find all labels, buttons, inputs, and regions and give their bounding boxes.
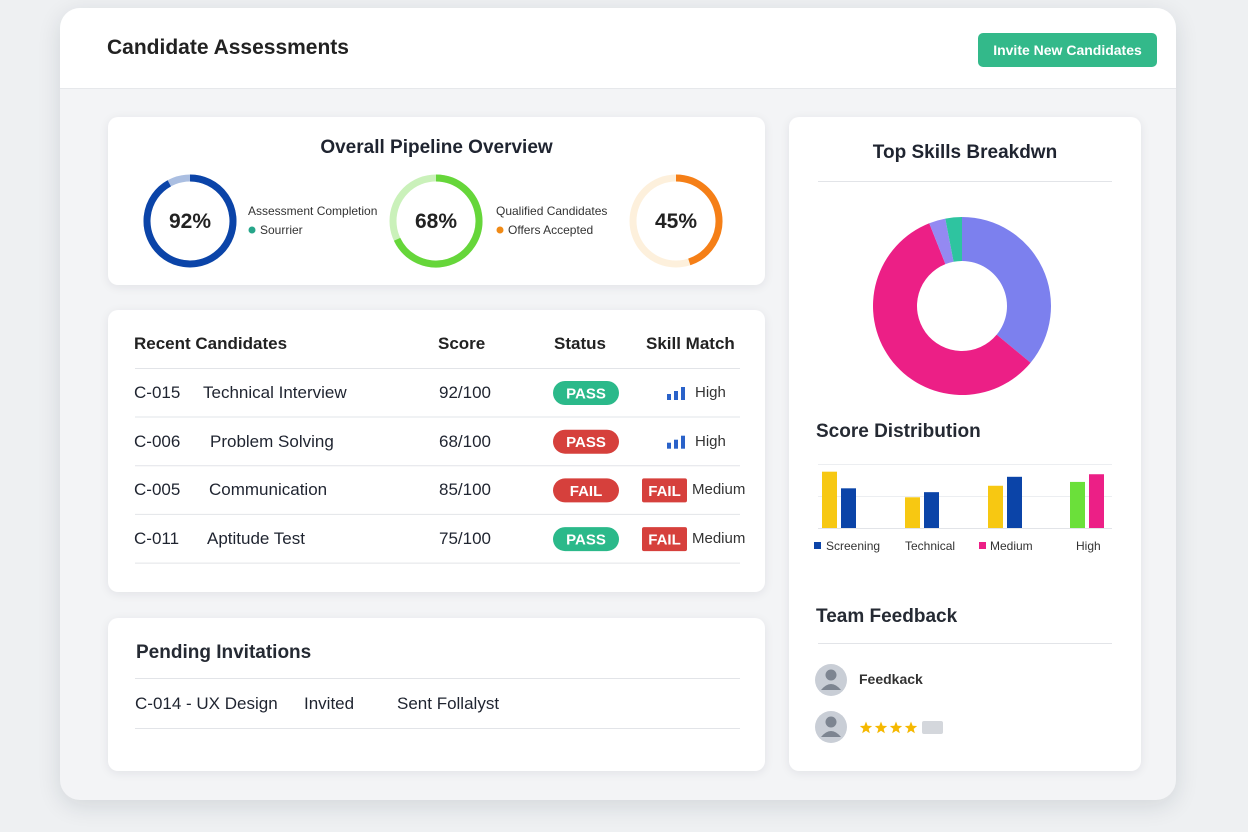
skills-title: Top Skills Breakdwn [872, 142, 1058, 163]
table-header: Score [438, 334, 486, 353]
skill-icon [674, 439, 678, 449]
legend-marker [814, 542, 821, 549]
candidate-name: Aptitude Test [207, 529, 305, 549]
skill-badge [642, 478, 687, 503]
bar [1089, 474, 1104, 528]
candidate-id: C-011 [134, 529, 180, 549]
status-badge [553, 478, 619, 503]
page-title: Candidate Assessments [107, 36, 349, 59]
donut-segment [962, 217, 1051, 363]
skill-icon [674, 391, 678, 400]
pending-cell: Invited [304, 694, 355, 713]
rating-star [889, 721, 903, 734]
invite-button[interactable]: Invite New Candidates [978, 33, 1157, 67]
avatar [815, 711, 847, 743]
bar [822, 471, 837, 528]
legend-label: Medium [990, 539, 1033, 553]
pending-title: Pending Invitations [136, 642, 312, 663]
skill-icon [681, 387, 685, 400]
ring-progress [393, 174, 483, 268]
divider [818, 643, 1112, 644]
status-label: PASS [566, 434, 606, 451]
donut-segment [872, 223, 1031, 395]
legend-label: Technical [905, 539, 956, 553]
skill-badge-label: FAIL [648, 483, 681, 500]
skill-level: High [695, 432, 726, 450]
feedback-title: Team Feedback [816, 606, 958, 627]
legend-title: Qualified Candidates [496, 204, 608, 218]
table-header: Skill Match [646, 334, 735, 353]
candidate-name: Communication [209, 480, 328, 500]
bar [988, 485, 1003, 528]
legend-label: High [1076, 539, 1101, 553]
candidate-score: 85/100 [439, 480, 491, 500]
feedback-name: Feedkack [859, 671, 923, 687]
badge [922, 721, 943, 734]
distribution-title: Score Distribution [816, 421, 981, 442]
status-badge [553, 527, 619, 552]
pending-cell: C-014 - UX Design [135, 694, 278, 713]
skill-icon [667, 394, 671, 400]
legend-title: Assessment Completion [248, 204, 378, 218]
skill-level: High [695, 384, 726, 401]
bar [905, 497, 920, 528]
candidate-id: C-015 [134, 383, 181, 402]
rating-star [874, 721, 888, 734]
divider [135, 728, 740, 729]
legend-label: Screening [826, 539, 881, 553]
ring-label: 45% [655, 210, 697, 233]
bar [924, 492, 939, 528]
donut-segment [945, 217, 962, 262]
legend-item: Offers Accepted [508, 223, 594, 237]
candidate-id: C-005 [134, 480, 181, 500]
skill-level: Medium [692, 530, 746, 548]
status-badge [553, 429, 619, 454]
candidate-score: 75/100 [439, 529, 491, 549]
skill-icon [681, 435, 685, 449]
skill-badge-label: FAIL [648, 532, 681, 549]
bar [841, 488, 856, 528]
status-badge [553, 381, 619, 405]
grid-line [818, 496, 1112, 497]
status-label: PASS [566, 386, 606, 403]
candidate-id: C-006 [134, 431, 181, 451]
skill-badge [642, 527, 687, 552]
legend-dot [496, 226, 504, 234]
donut-segment [929, 218, 954, 265]
pending-cell: Sent Follalyst [397, 694, 500, 713]
candidate-name: Technical Interview [203, 383, 347, 402]
avatar [815, 664, 847, 696]
ring-progress [675, 174, 723, 266]
grid-line [818, 464, 1112, 465]
candidate-score: 68/100 [439, 431, 491, 451]
divider [135, 368, 740, 369]
divider [135, 678, 740, 679]
rating-star [904, 721, 918, 734]
ring-label: 92% [169, 210, 211, 233]
legend-dot [248, 226, 256, 234]
status-label: FAIL [570, 483, 603, 500]
pipeline-title: Overall Pipeline Overview [320, 137, 553, 158]
legend-item: Sourrier [260, 223, 303, 237]
ring-progress [143, 174, 237, 268]
candidate-name: Problem Solving [210, 431, 334, 451]
candidate-score: 92/100 [439, 383, 491, 402]
skill-icon [667, 442, 671, 449]
rating-star [859, 721, 873, 734]
table-header: Recent Candidates [134, 334, 288, 353]
status-label: PASS [566, 532, 606, 549]
baseline [818, 528, 1112, 529]
legend-marker [979, 542, 986, 549]
table-header: Status [554, 334, 606, 353]
pending-card [108, 618, 765, 771]
bar [1070, 481, 1085, 528]
skill-level: Medium [692, 481, 746, 499]
divider [818, 181, 1112, 182]
bar [1007, 476, 1022, 528]
ring-label: 68% [415, 210, 457, 233]
